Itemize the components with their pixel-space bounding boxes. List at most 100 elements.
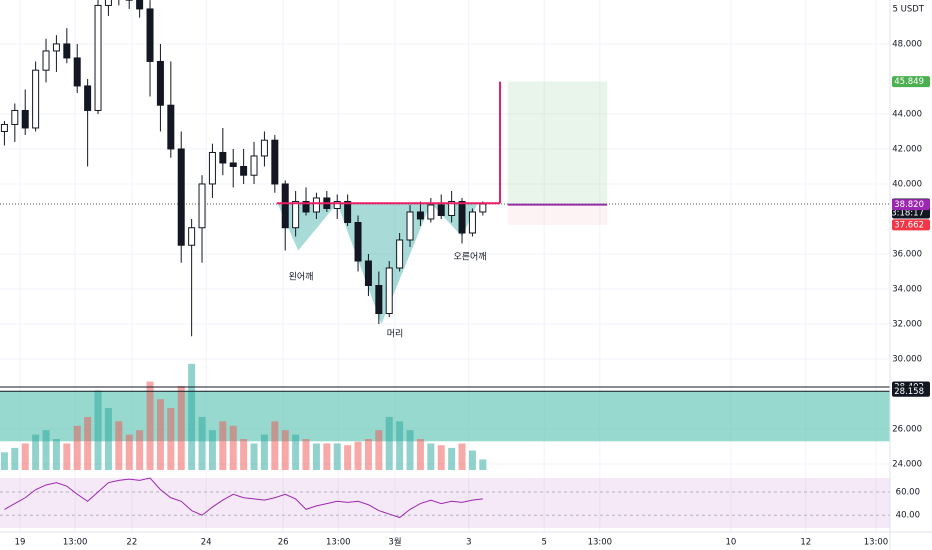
y-tick-label: 36.000 bbox=[892, 249, 922, 259]
x-tick-label: 3월 bbox=[388, 537, 401, 548]
price-label-box bbox=[892, 76, 930, 88]
volume-bar bbox=[11, 447, 19, 470]
volume-bar bbox=[208, 430, 216, 470]
y-tick-label: 44.000 bbox=[892, 109, 922, 119]
candle-body bbox=[167, 104, 175, 150]
volume-bar bbox=[344, 445, 352, 470]
candle-body bbox=[84, 85, 92, 111]
price-label: 28.158 bbox=[894, 387, 924, 397]
candle-body bbox=[146, 8, 154, 62]
candle-body bbox=[406, 211, 414, 241]
countdown: 03:18:17 bbox=[886, 208, 924, 218]
volume-bar bbox=[198, 416, 206, 470]
candle-body bbox=[281, 183, 289, 229]
candle-body bbox=[468, 211, 476, 234]
volume-bar bbox=[229, 425, 237, 470]
candle-body bbox=[21, 109, 29, 129]
volume-bar bbox=[94, 390, 102, 470]
price-label-box bbox=[892, 199, 930, 211]
x-tick-label: 13:00 bbox=[588, 538, 613, 548]
y-tick-label: 30.000 bbox=[892, 355, 922, 365]
volume-bar bbox=[63, 443, 71, 470]
volume-bar bbox=[21, 443, 29, 470]
x-tick-label: 10 bbox=[725, 538, 736, 548]
volume-bar bbox=[385, 416, 393, 470]
volume-bar bbox=[32, 434, 40, 470]
volume-bar bbox=[364, 439, 372, 470]
x-tick-label: 5 bbox=[541, 538, 546, 548]
volume-bar bbox=[240, 439, 248, 470]
volume-bar bbox=[281, 430, 289, 470]
y-tick-label: 26.000 bbox=[892, 425, 922, 435]
candle-body bbox=[0, 123, 8, 132]
rsi-tick-label: 60.00 bbox=[896, 487, 920, 497]
candle-body bbox=[198, 183, 206, 229]
candle-body bbox=[396, 239, 404, 269]
x-tick-label: 12 bbox=[800, 538, 811, 548]
candle-body bbox=[208, 151, 216, 185]
pattern-label: 오른어깨 bbox=[453, 251, 486, 263]
candle-body bbox=[312, 197, 320, 213]
candle-body bbox=[302, 200, 310, 213]
volume-bar bbox=[427, 443, 435, 470]
volume-bar bbox=[479, 459, 487, 470]
x-tick-label: 13:00 bbox=[63, 538, 88, 548]
volume-bar bbox=[396, 421, 404, 470]
candle-body bbox=[437, 204, 445, 216]
candle-body bbox=[73, 57, 81, 87]
x-tick-label: 3 bbox=[466, 538, 471, 548]
candle-body bbox=[188, 227, 196, 246]
volume-bar bbox=[458, 443, 466, 470]
volume-bar bbox=[42, 430, 50, 470]
x-tick-label: 13:00 bbox=[326, 538, 351, 548]
volume-bar bbox=[333, 443, 341, 470]
volume-bar bbox=[125, 434, 133, 470]
price-label: 38.820 bbox=[894, 200, 924, 210]
candle-body bbox=[458, 200, 466, 234]
currency-label: 5 USDT bbox=[893, 5, 925, 15]
price-label: 37.662 bbox=[894, 220, 924, 230]
volume-bar bbox=[448, 447, 456, 470]
volume-bar bbox=[302, 439, 310, 470]
volume-bar bbox=[375, 430, 383, 470]
candle-body bbox=[177, 148, 185, 246]
y-tick-label: 48.000 bbox=[892, 39, 922, 49]
volume-bar bbox=[167, 408, 175, 470]
y-tick-label: 40.000 bbox=[892, 179, 922, 189]
volume-bar bbox=[52, 439, 60, 470]
rsi-tick-label: 40.00 bbox=[896, 511, 920, 521]
candle-body bbox=[250, 155, 258, 176]
candle-body bbox=[240, 165, 248, 176]
volume-bar bbox=[260, 434, 268, 470]
candle-body bbox=[32, 69, 40, 129]
y-tick-label: 24.000 bbox=[892, 460, 922, 470]
candle-body bbox=[416, 211, 424, 220]
pattern-label: 머리 bbox=[387, 329, 404, 340]
y-tick-label: 32.000 bbox=[892, 320, 922, 330]
volume-bar bbox=[115, 421, 123, 470]
volume-bar bbox=[312, 443, 320, 470]
volume-bar bbox=[437, 445, 445, 470]
candle-body bbox=[52, 43, 60, 52]
volume-bar bbox=[354, 441, 362, 470]
candle-body bbox=[229, 162, 237, 167]
candle-body bbox=[63, 43, 71, 59]
candle-body bbox=[271, 139, 279, 185]
candle-body bbox=[427, 204, 435, 220]
candle-body bbox=[260, 139, 268, 157]
volume-bar bbox=[136, 430, 144, 470]
target-zone bbox=[507, 81, 608, 205]
candle-body bbox=[344, 200, 352, 223]
candle-body bbox=[104, 0, 112, 6]
volume-bar bbox=[406, 430, 414, 470]
volume-bar bbox=[416, 439, 424, 470]
price-label: 45.849 bbox=[894, 77, 924, 87]
price-label-box bbox=[892, 385, 930, 397]
candle-body bbox=[136, 0, 144, 10]
volume-bar bbox=[146, 381, 154, 470]
x-tick-label: 13:00 bbox=[864, 538, 889, 548]
volume-bar bbox=[271, 421, 279, 470]
y-tick-label: 34.000 bbox=[892, 285, 922, 295]
